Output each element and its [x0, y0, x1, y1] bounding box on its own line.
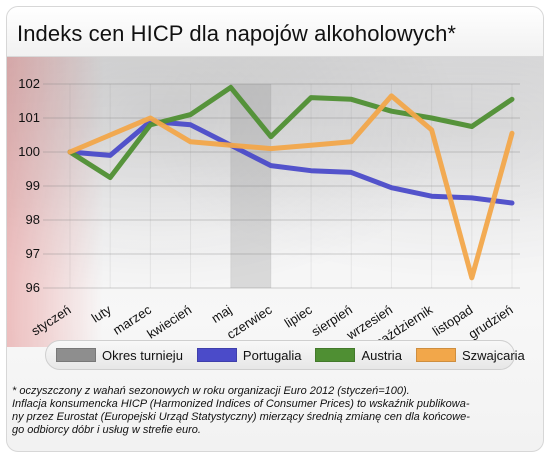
legend-item-okres: Okres turnieju	[56, 348, 183, 363]
legend: Okres turnieju Portugalia Austria Szwajc…	[45, 340, 525, 370]
y-tick-label-101: 101	[18, 110, 40, 125]
legend-label-austria: Austria	[361, 347, 402, 363]
series-line-austria	[67, 84, 515, 180]
legend-item-austria: Austria	[315, 347, 402, 363]
series-line-portugalia	[67, 118, 515, 206]
y-tick-label-98: 98	[26, 212, 40, 227]
footnote-line-3: ny przez Eurostat (Europejski Urząd Stat…	[12, 411, 470, 423]
y-tick-label-97: 97	[26, 246, 40, 261]
footnote: * oczyszczony z wahań sezonowych w roku …	[12, 385, 532, 437]
y-tick-label-100: 100	[18, 144, 40, 159]
series-line-szwajcaria	[67, 93, 515, 281]
legend-label-szwajcaria: Szwajcaria	[461, 347, 525, 363]
chart-title: Indeks cen HICP dla napojów alkoholowych…	[17, 21, 457, 46]
tournament-period-band	[230, 84, 271, 288]
legend-item-szwajcaria: Szwajcaria	[415, 347, 525, 363]
legend-label-okres: Okres turnieju	[102, 347, 183, 363]
y-tick-label-102: 102	[18, 76, 40, 91]
x-tick-label-4: kwiecień	[144, 302, 194, 342]
y-tick-label-99: 99	[26, 178, 40, 193]
legend-swatch-austria	[315, 348, 356, 362]
footnote-line-1: * oczyszczony z wahań sezonowych w roku …	[12, 385, 410, 397]
y-tick-label-96: 96	[26, 280, 40, 295]
x-tick-label-2: luty	[89, 302, 115, 326]
legend-item-portugalia: Portugalia	[196, 347, 302, 363]
footnote-line-2: Inflacja konsumencka HICP (Harmonized In…	[12, 398, 470, 410]
title-bar: Indeks cen HICP dla napojów alkoholowych…	[7, 7, 543, 57]
legend-swatch-szwajcaria	[415, 348, 456, 362]
x-tick-label-1: styczeń	[28, 302, 73, 339]
x-tick-label-12: grudzień	[466, 302, 516, 342]
legend-label-portugalia: Portugalia	[242, 347, 302, 363]
footnote-line-4: go odbiorcy dóbr i usług w strefie euro.	[12, 424, 201, 436]
legend-swatch-portugalia	[196, 348, 237, 362]
x-tick-label-5: maj	[209, 302, 235, 326]
x-tick-label-6: czerwiec	[224, 302, 275, 342]
legend-swatch-okres	[56, 348, 96, 362]
